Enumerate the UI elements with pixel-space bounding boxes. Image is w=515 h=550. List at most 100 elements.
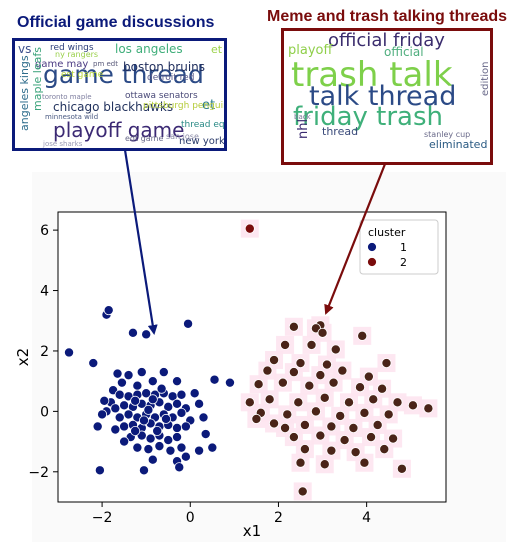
scatter-point-cluster-2 <box>348 422 359 433</box>
scatter-point-cluster-2 <box>330 344 341 355</box>
word-cloud-word: eliminated <box>429 138 488 151</box>
scatter-point-cluster-1 <box>138 465 149 476</box>
legend-box <box>359 219 439 275</box>
scatter-point-cluster-2 <box>310 406 321 417</box>
scatter-point-cluster-2 <box>326 445 337 456</box>
right-panel-title: Meme and trash talking threads <box>267 8 508 25</box>
left-panel-title: Official game discussions <box>17 14 215 31</box>
scatter-point-cluster-2 <box>343 397 354 408</box>
scatter-point-cluster-2 <box>357 330 368 341</box>
scatter-point-cluster-2 <box>299 444 310 455</box>
scatter-point-cluster-1 <box>103 305 114 316</box>
scatter-point-cluster-1 <box>147 454 158 465</box>
y-tick-label: −2 <box>28 465 49 481</box>
scatter-point-cluster-1 <box>88 358 99 369</box>
left-word-cloud: vs red wings los angeles et game thread game … <box>12 38 227 151</box>
word-cloud-word: edt game <box>125 134 164 143</box>
right-word-cloud: official friday playoff official trash talk… <box>281 28 493 165</box>
scatter-point-cluster-2 <box>326 421 337 432</box>
scatter-point-cluster-2 <box>288 367 299 378</box>
scatter-point-cluster-2 <box>392 397 403 408</box>
scatter-point-cluster-1 <box>158 367 169 378</box>
scatter-point-cluster-2 <box>269 418 280 429</box>
scatter-point-cluster-2 <box>264 394 275 405</box>
scatter-point-cluster-1 <box>112 368 123 379</box>
scatter-point-cluster-1 <box>176 389 187 400</box>
scatter-point-cluster-2 <box>359 407 370 418</box>
word-cloud-word: est game <box>61 70 104 80</box>
scatter-point-cluster-1 <box>172 398 183 409</box>
word-cloud-word: stanley cup <box>424 130 471 139</box>
word-cloud-word: back <box>294 113 311 121</box>
scatter-point-cluster-1 <box>176 442 187 453</box>
scatter-point-cluster-1 <box>163 435 174 446</box>
word-cloud-word: playoff <box>288 43 333 58</box>
scatter-point-cluster-2 <box>299 419 310 430</box>
scatter-point-cluster-2 <box>396 463 407 474</box>
scatter-point-cluster-2 <box>304 380 315 391</box>
scatter-point-cluster-1 <box>130 426 141 437</box>
arrow-to-cluster-1 <box>123 149 158 335</box>
word-cloud-word: trash talk <box>291 55 453 95</box>
scatter-point-cluster-2 <box>306 339 317 350</box>
scatter-point-cluster-1 <box>152 426 163 437</box>
scatter-point-cluster-1 <box>161 413 172 424</box>
legend-label-1: 1 <box>400 241 407 254</box>
scatter-point-cluster-2 <box>359 457 370 468</box>
scatter-point-cluster-2 <box>368 394 379 405</box>
scatter-point-cluster-2 <box>366 432 377 443</box>
x-axis-label: x1 <box>243 522 261 540</box>
scatter-point-cluster-1 <box>189 388 200 399</box>
scatter-point-cluster-2 <box>317 327 328 338</box>
scatter-point-cluster-1 <box>141 329 152 340</box>
scatter-point-cluster-2 <box>377 383 388 394</box>
scatter-point-cluster-1 <box>172 432 183 443</box>
word-cloud-word: et <box>202 98 216 113</box>
scatter-point-cluster-2 <box>295 358 306 369</box>
legend: cluster 1 2 <box>359 219 439 275</box>
scatter-point-cluster-2 <box>244 397 255 408</box>
scatter-point-cluster-1 <box>92 421 103 432</box>
scatter-point-cluster-1 <box>209 374 220 385</box>
word-cloud-word: ottawa senators <box>125 91 198 101</box>
word-cloud-word: maple leafs <box>31 47 44 111</box>
word-cloud-word: jose sharks <box>43 140 83 148</box>
word-cloud-word: pittsburgh penguins <box>143 101 227 111</box>
y-tick-label: 4 <box>40 284 49 300</box>
scatter-point-cluster-2 <box>423 403 434 414</box>
scatter-point-cluster-1 <box>132 442 143 453</box>
scatter-point-cluster-1 <box>174 462 185 473</box>
scatter-point-cluster-2 <box>388 433 399 444</box>
word-cloud-word: thread eqt <box>181 120 227 130</box>
word-cloud-word: official <box>384 45 424 59</box>
word-cloud-word: toronto maple <box>42 93 92 101</box>
scatter-point-cluster-2 <box>319 459 330 470</box>
scatter-point-cluster-1 <box>165 445 176 456</box>
x-tick-label: 2 <box>274 510 283 526</box>
scatter-point-cluster-2 <box>339 435 350 446</box>
word-cloud-word: friday trash <box>293 102 443 132</box>
scatter-point-cluster-2 <box>383 409 394 420</box>
scatter-point-cluster-1 <box>156 383 167 394</box>
word-cloud-word: game may <box>35 59 89 70</box>
word-cloud-word: new york <box>179 136 225 147</box>
scatter-point-cluster-2 <box>337 365 348 376</box>
scatter-point-cluster-2 <box>293 397 304 408</box>
word-cloud-word: nhl <box>296 118 311 139</box>
scatter-point-cluster-1 <box>123 370 134 381</box>
word-cloud-word: detroit red <box>147 73 195 83</box>
word-cloud-word: san jose <box>166 132 199 141</box>
scatter-point-cluster-1 <box>123 409 134 420</box>
scatter-point-cluster-2 <box>379 444 390 455</box>
scatter-point-cluster-2 <box>280 422 291 433</box>
x-tick-label: 0 <box>186 510 195 526</box>
scatter-point-cluster-1 <box>143 444 154 455</box>
word-cloud-word: boston bruins <box>123 60 206 74</box>
scatter-point-cluster-1 <box>114 389 125 400</box>
scatter-point-cluster-2 <box>319 392 330 403</box>
scatter-point-cluster-2 <box>355 382 366 393</box>
scatter-point-cluster-1 <box>163 401 174 412</box>
word-cloud-word: vs <box>18 42 32 56</box>
legend-marker-1 <box>367 242 377 252</box>
